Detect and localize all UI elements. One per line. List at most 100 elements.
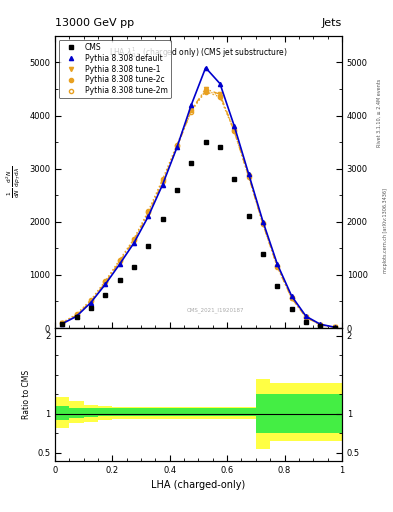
Pythia 8.308 tune-2m [218,93,222,99]
Pythia 8.308 tune-1 [132,237,136,243]
Pythia 8.308 tune-2c [218,94,222,100]
CMS [232,176,237,182]
Pythia 8.308 tune-2c [189,107,194,113]
Pythia 8.308 tune-2m [189,109,194,115]
Pythia 8.308 tune-2c [261,221,265,227]
Pythia 8.308 tune-2c [117,257,122,263]
Pythia 8.308 tune-2c [289,295,294,302]
Pythia 8.308 tune-2m [232,127,237,133]
Pythia 8.308 tune-2m [261,220,265,226]
CMS [174,187,179,193]
Pythia 8.308 tune-2c [275,264,280,270]
Pythia 8.308 tune-1 [146,211,151,217]
Pythia 8.308 tune-1 [74,312,79,318]
CMS [332,325,337,331]
Line: Pythia 8.308 default: Pythia 8.308 default [60,66,337,329]
Pythia 8.308 tune-2c [232,129,237,135]
Text: Jets: Jets [321,18,342,28]
Text: Rivet 3.1.10, ≥ 2.4M events: Rivet 3.1.10, ≥ 2.4M events [377,78,382,147]
Pythia 8.308 tune-1 [261,221,265,227]
Pythia 8.308 default [132,240,136,246]
CMS [246,214,251,220]
Pythia 8.308 tune-1 [304,314,309,321]
Pythia 8.308 tune-2c [132,236,136,242]
Pythia 8.308 tune-2c [246,174,251,180]
Pythia 8.308 default [203,65,208,71]
Pythia 8.308 tune-2m [160,178,165,184]
Pythia 8.308 default [146,214,151,220]
Pythia 8.308 tune-2c [74,311,79,317]
Pythia 8.308 tune-1 [60,320,64,326]
Pythia 8.308 tune-1 [88,298,93,305]
Pythia 8.308 tune-1 [189,107,194,113]
CMS [88,305,93,311]
Pythia 8.308 default [160,182,165,188]
Pythia 8.308 tune-2m [275,263,280,269]
CMS [132,264,136,270]
Pythia 8.308 default [232,123,237,129]
Pythia 8.308 tune-2c [60,319,64,326]
Text: 13000 GeV pp: 13000 GeV pp [55,18,134,28]
Pythia 8.308 tune-2c [174,142,179,148]
Line: Pythia 8.308 tune-2c: Pythia 8.308 tune-2c [60,90,337,329]
CMS [261,250,265,257]
Pythia 8.308 tune-2c [304,314,309,321]
Line: Pythia 8.308 tune-2m: Pythia 8.308 tune-2m [60,88,337,329]
Pythia 8.308 default [246,171,251,177]
Y-axis label: Ratio to CMS: Ratio to CMS [22,370,31,419]
Pythia 8.308 default [74,313,79,319]
Pythia 8.308 tune-2m [74,312,79,318]
Pythia 8.308 default [289,293,294,299]
X-axis label: LHA (charged-only): LHA (charged-only) [151,480,246,490]
CMS [318,324,323,330]
CMS [74,314,79,321]
Text: mcplots.cern.ch [arXiv:1306.3436]: mcplots.cern.ch [arXiv:1306.3436] [383,188,387,273]
CMS [203,139,208,145]
Pythia 8.308 tune-1 [275,264,280,270]
Text: CMS_2021_I1920187: CMS_2021_I1920187 [187,308,244,313]
Pythia 8.308 tune-1 [318,322,323,328]
Pythia 8.308 tune-1 [174,144,179,151]
Text: LHA $\lambda^{1}_{0.5}$ (charged only) (CMS jet substructure): LHA $\lambda^{1}_{0.5}$ (charged only) (… [109,45,288,59]
Pythia 8.308 tune-2c [103,278,108,284]
CMS [218,144,222,151]
Pythia 8.308 default [261,219,265,225]
Pythia 8.308 tune-2c [332,324,337,330]
Pythia 8.308 tune-1 [232,129,237,135]
Pythia 8.308 tune-2m [132,237,136,243]
Pythia 8.308 default [275,261,280,267]
Pythia 8.308 tune-2m [146,209,151,216]
Pythia 8.308 default [174,144,179,151]
Pythia 8.308 default [103,282,108,288]
Pythia 8.308 tune-2m [60,320,64,326]
Legend: CMS, Pythia 8.308 default, Pythia 8.308 tune-1, Pythia 8.308 tune-2c, Pythia 8.3: CMS, Pythia 8.308 default, Pythia 8.308 … [59,39,171,98]
Pythia 8.308 tune-1 [103,280,108,286]
Y-axis label: $\frac{1}{\mathrm{d}N}\ \frac{\mathrm{d}^2N}{\mathrm{d}p_T\,\mathrm{d}\lambda}$: $\frac{1}{\mathrm{d}N}\ \frac{\mathrm{d}… [6,166,24,198]
Pythia 8.308 tune-2m [246,172,251,178]
Pythia 8.308 tune-1 [117,259,122,265]
Pythia 8.308 tune-1 [289,295,294,302]
Pythia 8.308 tune-2m [289,294,294,301]
Line: Pythia 8.308 tune-1: Pythia 8.308 tune-1 [60,87,337,329]
CMS [103,292,108,298]
Pythia 8.308 tune-1 [203,86,208,92]
Pythia 8.308 tune-2m [332,324,337,330]
Pythia 8.308 tune-2c [146,208,151,214]
Pythia 8.308 default [304,313,309,319]
CMS [160,216,165,222]
CMS [60,321,64,327]
Pythia 8.308 tune-2c [160,176,165,182]
Pythia 8.308 tune-2m [203,87,208,93]
CMS [189,160,194,166]
Pythia 8.308 tune-2m [304,314,309,320]
Pythia 8.308 tune-2m [117,258,122,264]
Pythia 8.308 tune-2m [88,297,93,304]
Pythia 8.308 tune-1 [246,174,251,180]
Pythia 8.308 default [60,321,64,327]
CMS [289,306,294,312]
Pythia 8.308 tune-2c [88,297,93,303]
Pythia 8.308 tune-1 [218,91,222,97]
Pythia 8.308 tune-2m [174,143,179,149]
Pythia 8.308 default [218,80,222,87]
Pythia 8.308 tune-1 [160,179,165,185]
